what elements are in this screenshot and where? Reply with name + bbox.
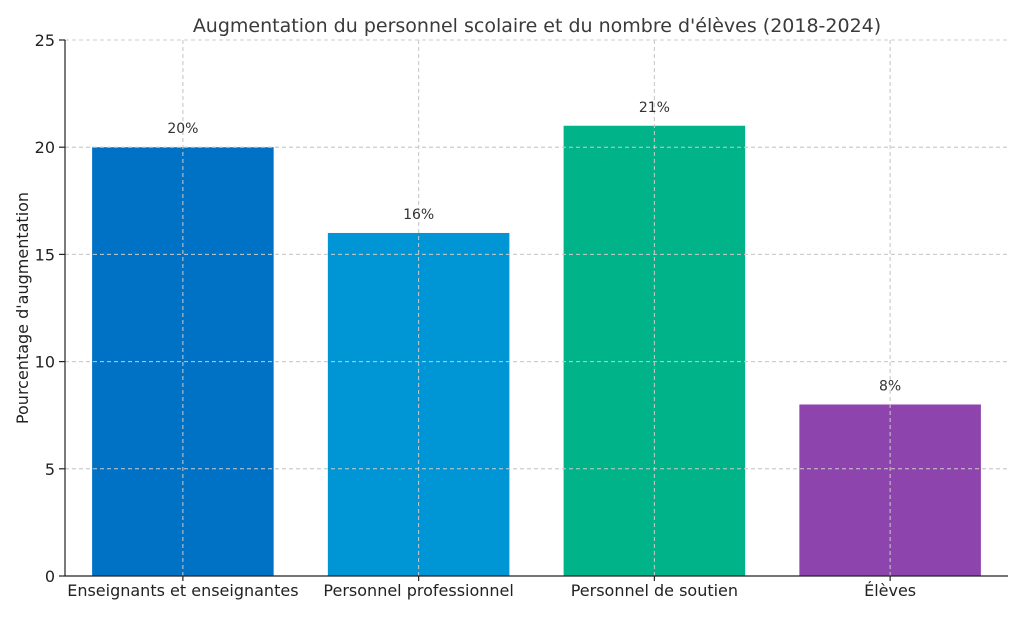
data-label: 16% bbox=[403, 207, 434, 223]
y-tick-label: 20 bbox=[35, 138, 55, 157]
y-tick-label: 5 bbox=[45, 460, 55, 479]
data-label: 20% bbox=[167, 121, 198, 137]
y-tick-label: 10 bbox=[35, 353, 55, 372]
x-tick-label: Personnel professionnel bbox=[323, 581, 513, 600]
label-layer: 0 5 10 15 20 25 Enseignants et enseignantes Per… bbox=[35, 31, 917, 600]
y-axis-label: Pourcentage d'augmentation bbox=[13, 192, 32, 424]
x-tick-label: Enseignants et enseignantes bbox=[67, 581, 298, 600]
axis-layer bbox=[59, 39, 1008, 581]
y-tick-label: 25 bbox=[35, 31, 55, 50]
data-label: 8% bbox=[879, 378, 901, 394]
x-tick-label: Élèves bbox=[864, 581, 916, 600]
bar-layer bbox=[65, 39, 1008, 577]
chart-title: Augmentation du personnel scolaire et du… bbox=[193, 15, 881, 37]
data-label: 21% bbox=[639, 100, 670, 116]
x-tick-label: Personnel de soutien bbox=[571, 581, 738, 600]
y-tick-label: 0 bbox=[45, 567, 55, 586]
y-tick-label: 15 bbox=[35, 245, 55, 264]
